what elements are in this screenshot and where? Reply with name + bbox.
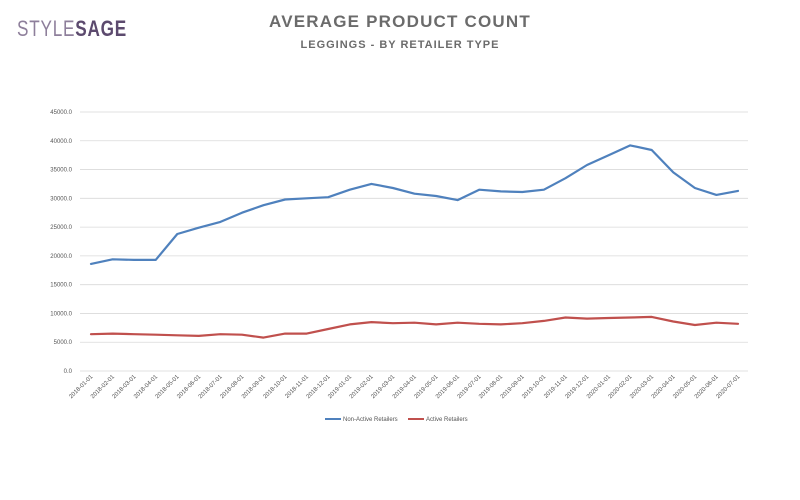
grid-lines [80,111,748,372]
x-tick-label: 2020-07-01 [715,374,741,400]
chart-title: AVERAGE PRODUCT COUNT [269,12,531,31]
series-line-1 [89,144,740,265]
y-tick-label: 25000.0 [50,225,72,231]
brand-logo: STYLESAGE [17,16,127,42]
y-tick-label: 40000.0 [50,139,72,145]
brand-logo-part2: SAGE [75,16,128,41]
y-tick-label: 5000.0 [54,340,73,346]
y-tick-label: 35000.0 [50,168,72,174]
y-axis-ticks: 0.0 5000.0 10000.0 15000.0 20000.0 25000.0 300… [50,110,72,375]
legend-label: Non-Active Retailers [343,417,398,423]
x-axis-ticks: 2018-01-012018-02-012018-03-012018-04-01… [68,374,741,400]
series-line-2 [89,315,740,339]
legend: Non-Active Retailers Active Retailers [325,417,468,423]
legend-label: Active Retailers [426,417,468,423]
y-tick-label: 0.0 [64,369,73,375]
series-lines [89,144,740,339]
brand-logo-part1: STYLE [17,16,76,41]
y-tick-label: 15000.0 [50,283,72,289]
y-tick-label: 10000.0 [50,311,72,317]
y-tick-label: 20000.0 [50,254,72,260]
y-tick-label: 30000.0 [50,196,72,202]
chart-subtitle: LEGGINGS - BY RETAILER TYPE [300,39,500,51]
y-tick-label: 45000.0 [50,110,72,116]
